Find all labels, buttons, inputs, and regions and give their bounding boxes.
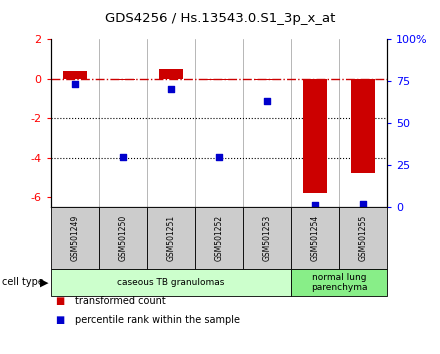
Text: transformed count: transformed count <box>75 296 165 306</box>
Text: GSM501255: GSM501255 <box>359 215 368 261</box>
Text: ▶: ▶ <box>40 277 48 287</box>
Text: GSM501253: GSM501253 <box>263 215 271 261</box>
Text: GDS4256 / Hs.13543.0.S1_3p_x_at: GDS4256 / Hs.13543.0.S1_3p_x_at <box>105 12 335 25</box>
Text: ■: ■ <box>55 315 64 325</box>
Point <box>216 154 223 159</box>
Text: GSM501252: GSM501252 <box>214 215 224 261</box>
Bar <box>351 79 375 173</box>
Bar <box>111 79 135 80</box>
Point <box>312 202 319 208</box>
Bar <box>207 79 231 80</box>
Text: ■: ■ <box>55 296 64 306</box>
Text: GSM501250: GSM501250 <box>118 215 127 261</box>
Point <box>167 86 174 92</box>
Text: GSM501254: GSM501254 <box>311 215 319 261</box>
Text: cell type: cell type <box>2 277 44 287</box>
Bar <box>303 79 327 193</box>
Point <box>264 98 271 104</box>
Text: GSM501249: GSM501249 <box>70 215 79 261</box>
Bar <box>62 70 87 79</box>
Point <box>119 154 126 159</box>
Point <box>71 81 78 87</box>
Bar <box>255 79 279 80</box>
Text: normal lung
parenchyma: normal lung parenchyma <box>311 273 367 292</box>
Bar <box>159 69 183 79</box>
Text: percentile rank within the sample: percentile rank within the sample <box>75 315 240 325</box>
Text: caseous TB granulomas: caseous TB granulomas <box>117 278 224 287</box>
Point <box>359 201 367 206</box>
Text: GSM501251: GSM501251 <box>166 215 175 261</box>
